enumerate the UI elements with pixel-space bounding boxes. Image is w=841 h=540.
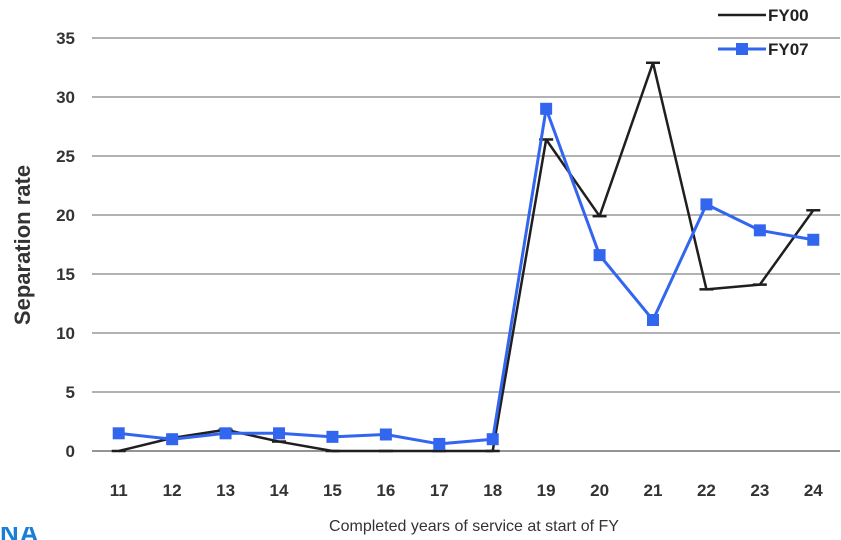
x-tick-label: 12 (163, 481, 182, 500)
x-tick-label: 19 (537, 481, 556, 500)
legend: FY00 FY07 (718, 6, 809, 59)
legend-label: FY07 (768, 40, 809, 59)
data-point (807, 233, 820, 246)
gridlines (92, 37, 840, 452)
data-point (166, 433, 179, 446)
y-tick-labels: 0 5 10 15 20 25 30 35 (56, 29, 75, 461)
y-tick-label: 15 (56, 265, 75, 284)
data-point (379, 428, 392, 441)
data-point (486, 433, 499, 446)
legend-item-fy00: FY00 (718, 6, 809, 25)
series-group (111, 61, 821, 453)
x-tick-label: 11 (110, 481, 128, 500)
series-line (118, 107, 814, 446)
x-tick-label: 17 (430, 481, 449, 500)
x-tick-label: 24 (804, 481, 823, 500)
x-tick-label: 22 (697, 481, 716, 500)
series-line (118, 61, 815, 453)
x-tick-label: 18 (483, 481, 502, 500)
data-point (700, 198, 713, 211)
data-point (326, 430, 339, 443)
logo: NA (0, 527, 60, 540)
y-tick-label: 0 (66, 442, 75, 461)
data-point (753, 224, 766, 237)
x-tick-label: 20 (590, 481, 609, 500)
y-tick-label: 35 (56, 29, 75, 48)
series-fy07 (112, 102, 820, 450)
y-tick-label: 10 (56, 324, 75, 343)
series-fy00 (111, 61, 821, 453)
data-point (593, 249, 606, 262)
y-axis-label: Separation rate (10, 165, 35, 325)
x-tick-label: 16 (376, 481, 395, 500)
data-point (273, 427, 285, 440)
data-point (219, 427, 232, 440)
data-point (540, 102, 553, 115)
data-point (433, 437, 446, 450)
x-tick-label: 21 (644, 481, 663, 500)
x-tick-labels: 11 12 13 14 15 16 17 18 19 20 21 22 23 24 (110, 481, 824, 500)
x-axis-label: Completed years of service at start of F… (329, 518, 619, 535)
x-tick-label: 14 (270, 481, 289, 500)
legend-swatch-marker (736, 43, 748, 55)
x-tick-label: 23 (750, 481, 769, 500)
x-tick-label: 15 (323, 481, 342, 500)
y-tick-label: 20 (56, 206, 75, 225)
x-tick-label: 13 (216, 481, 235, 500)
y-tick-label: 25 (56, 147, 75, 166)
y-tick-label: 5 (66, 383, 75, 402)
legend-label: FY00 (768, 6, 809, 25)
data-point (112, 427, 125, 440)
data-point (647, 314, 659, 327)
y-tick-label: 30 (56, 88, 75, 107)
legend-item-fy07: FY07 (718, 40, 809, 59)
